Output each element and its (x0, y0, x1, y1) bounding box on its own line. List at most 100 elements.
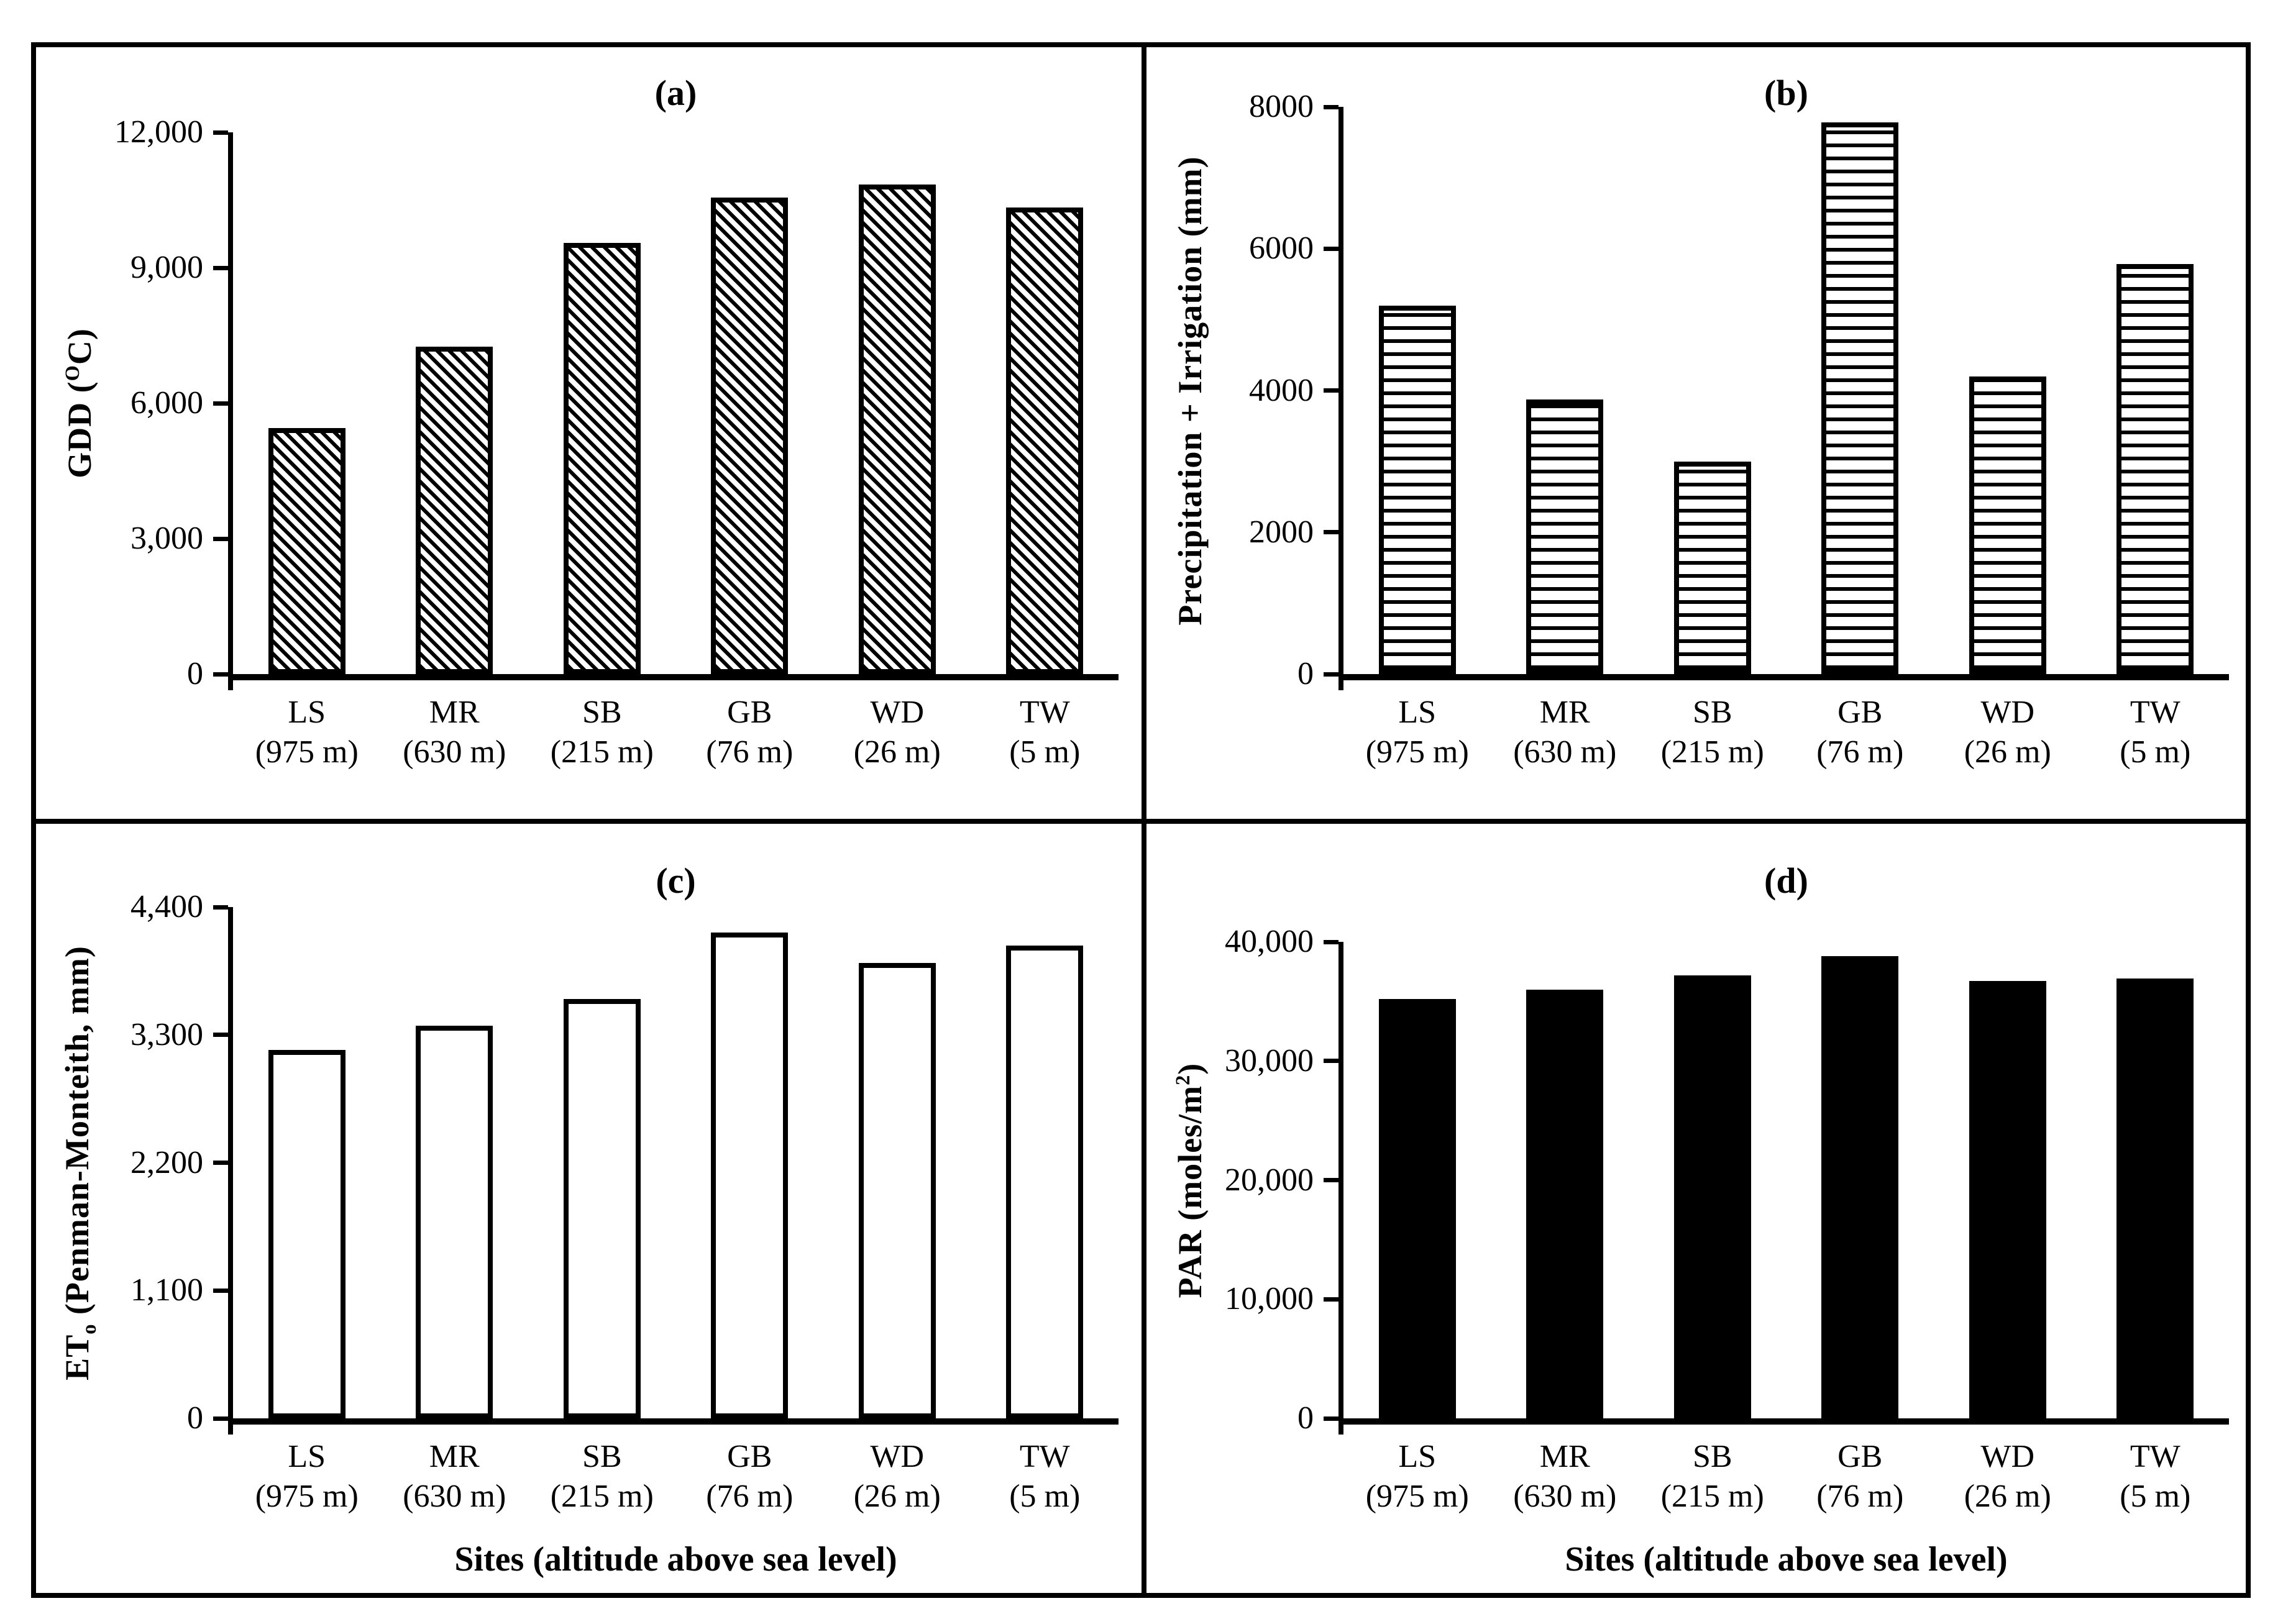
y-tick-label: 12,000 (114, 114, 203, 150)
category-altitude: (975 m) (1365, 1479, 1469, 1514)
bar-SB (563, 243, 641, 674)
category-site-code: WD (870, 695, 925, 730)
y-tick-label: 2,200 (130, 1144, 203, 1180)
category-site-code: MR (1539, 1439, 1590, 1474)
y-axis-tick (1324, 246, 1338, 251)
category-altitude: (975 m) (255, 734, 359, 770)
y-axis-tick (1324, 672, 1338, 677)
y-tick-label: 10,000 (1225, 1281, 1314, 1317)
y-tick-label: 20,000 (1225, 1162, 1314, 1198)
y-axis-title-segment: (Penman-Monteith, mm) (58, 945, 96, 1324)
category-label: TW (5 m) (971, 1437, 1119, 1517)
y-axis-tick (213, 536, 228, 541)
category-label: LS (975 m) (1343, 1437, 1491, 1517)
category-altitude: (215 m) (550, 734, 654, 770)
category-site-code: TW (2130, 695, 2180, 730)
category-altitude: (5 m) (2120, 734, 2191, 770)
category-label: SB (215 m) (528, 693, 676, 772)
bar-GB (711, 933, 789, 1418)
bar-SB (1673, 461, 1751, 674)
y-tick-label: 3,000 (130, 521, 203, 556)
category-site-code: LS (288, 1439, 326, 1474)
category-site-code: LS (288, 695, 326, 730)
category-site-code: TW (2130, 1439, 2180, 1474)
plot-area: 8000 6000 4000 2000 0 LS (975 m) MR (630 m) SB (21… (1249, 89, 2229, 770)
category-altitude: (5 m) (2120, 1479, 2191, 1514)
y-axis-tick (213, 130, 228, 135)
y-tick-label: 1,100 (130, 1272, 203, 1308)
bar-MR (416, 1025, 493, 1418)
category-altitude: (630 m) (1513, 734, 1617, 770)
y-tick-label: 4,400 (130, 889, 203, 924)
category-site-code: WD (1980, 1439, 2035, 1474)
category-altitude: (630 m) (403, 1479, 506, 1514)
panel-title: (b) (1764, 73, 1808, 113)
category-altitude: (5 m) (1009, 1479, 1081, 1514)
y-tick-label: 30,000 (1225, 1042, 1314, 1079)
y-axis-line (228, 907, 233, 1435)
plot-area: 40,000 30,000 20,000 10,000 0 LS (975 m) MR (630… (1225, 924, 2229, 1514)
bar-SB (563, 998, 641, 1418)
category-site-code: SB (1692, 1439, 1732, 1474)
bar-LS (1378, 305, 1456, 674)
category-site-code: SB (582, 695, 622, 730)
y-axis-tick (1324, 939, 1338, 944)
x-axis-title: Sites (altitude above sea level) (454, 1540, 897, 1579)
x-axis-line (228, 1418, 1119, 1425)
bar-TW (2116, 979, 2194, 1418)
bar-GB (711, 198, 789, 674)
bar-WD (858, 184, 936, 674)
y-tick-label: 6000 (1249, 230, 1314, 267)
y-axis-title-segment: O (62, 365, 84, 381)
y-tick-label: 9,000 (130, 250, 203, 285)
panel-title: (a) (654, 73, 697, 113)
category-label: TW (5 m) (2082, 1437, 2230, 1517)
category-site-code: GB (1837, 1439, 1883, 1474)
category-altitude: (26 m) (853, 734, 941, 770)
bar-SB (1673, 975, 1751, 1418)
bar-LS (268, 1050, 345, 1418)
category-label: GB (76 m) (1787, 1437, 1934, 1517)
bar-LS (1378, 999, 1456, 1418)
y-axis-tick (1324, 1178, 1338, 1182)
x-axis-line (1338, 674, 2229, 680)
y-axis-tick (213, 1288, 228, 1293)
category-label: SB (215 m) (1639, 1437, 1787, 1517)
category-altitude: (76 m) (1816, 1479, 1904, 1514)
category-site-code: LS (1398, 695, 1437, 730)
category-label: MR (630 m) (381, 1437, 529, 1517)
category-altitude: (76 m) (706, 734, 794, 770)
category-altitude: (215 m) (1660, 1479, 1764, 1514)
plot-area: 4,400 3,300 2,200 1,100 0 LS (975 m) MR (630 m) S… (130, 889, 1119, 1514)
category-altitude: (630 m) (1513, 1479, 1617, 1514)
category-site-code: TW (1019, 1439, 1070, 1474)
four-panel-bar-chart-figure: (a) GDD (OC) 12,000 9,000 6,000 3,000 0 LS (975 … (31, 42, 2251, 1598)
category-label: WD (26 m) (823, 1437, 971, 1517)
bar-MR (1526, 399, 1604, 674)
y-tick-label: 40,000 (1225, 924, 1314, 959)
y-tick-label: 2000 (1249, 514, 1314, 550)
category-site-code: WD (870, 1439, 925, 1474)
y-axis-title-segment: o (78, 1323, 101, 1334)
y-axis-tick (1324, 104, 1338, 109)
category-altitude: (215 m) (1660, 734, 1764, 770)
bar-WD (858, 962, 936, 1418)
y-tick-label: 3,300 (130, 1016, 203, 1052)
category-label: GB (76 m) (676, 1437, 824, 1517)
bar-WD (1969, 981, 2046, 1418)
chart-panel-c: (c) ETo (Penman-Monteith, mm) 4,400 3,300 2,… (36, 824, 1142, 1593)
bar-GB (1821, 956, 1899, 1418)
y-axis-title-segment: ET (58, 1334, 96, 1380)
category-site-code: WD (1980, 695, 2035, 730)
horizontal-panel-divider (36, 819, 2246, 824)
y-axis-tick (1324, 1059, 1338, 1064)
y-tick-label: 8000 (1249, 89, 1314, 124)
y-axis-title-segment: C) (61, 328, 98, 365)
category-label: SB (215 m) (1639, 693, 1787, 772)
category-site-code: GB (1837, 695, 1883, 730)
bar-TW (1006, 945, 1084, 1418)
bar-TW (1006, 208, 1084, 674)
y-axis-tick (213, 905, 228, 910)
category-site-code: GB (727, 695, 772, 730)
category-site-code: MR (429, 695, 480, 730)
